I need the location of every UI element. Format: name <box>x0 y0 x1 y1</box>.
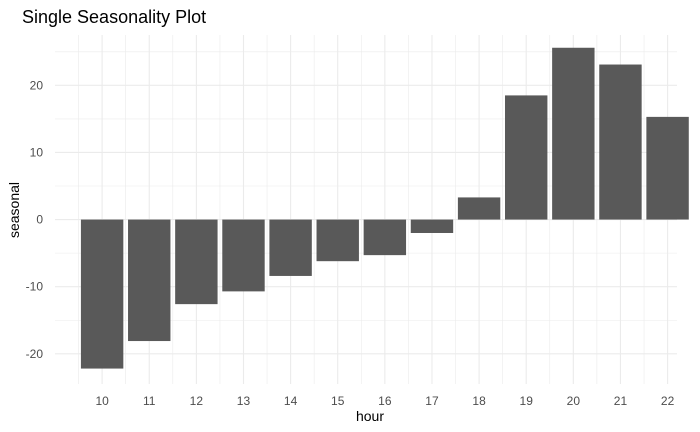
x-axis-ticks: 10 11 12 13 14 15 16 17 18 19 20 21 22 <box>95 394 674 408</box>
y-axis-label: seasonal <box>6 182 22 238</box>
bar-hour-17 <box>410 219 454 233</box>
y-tick-label: -10 <box>26 280 44 294</box>
bar-hour-21 <box>599 64 642 220</box>
x-tick-label: 19 <box>520 394 534 408</box>
y-tick-label: 0 <box>36 213 43 227</box>
bar-hour-18 <box>457 197 501 220</box>
bars <box>80 47 689 369</box>
bar-hour-10 <box>80 219 124 369</box>
x-tick-label: 15 <box>331 394 345 408</box>
x-tick-label: 11 <box>143 394 156 408</box>
x-tick-label: 13 <box>237 394 251 408</box>
y-tick-label: 10 <box>30 145 44 159</box>
bar-hour-19 <box>505 95 548 220</box>
x-tick-label: 22 <box>661 394 675 408</box>
y-tick-label: -20 <box>26 347 44 361</box>
bar-hour-16 <box>363 219 407 256</box>
x-axis-label: hour <box>356 408 384 424</box>
bar-hour-14 <box>269 219 312 276</box>
chart-title: Single Seasonality Plot <box>22 7 206 27</box>
x-tick-label: 12 <box>190 394 204 408</box>
y-tick-label: 20 <box>30 78 44 92</box>
x-tick-label: 21 <box>614 394 628 408</box>
x-tick-label: 17 <box>425 394 439 408</box>
bar-hour-12 <box>175 219 218 305</box>
bar-hour-13 <box>222 219 265 292</box>
bar-hour-11 <box>128 219 171 342</box>
x-tick-label: 20 <box>567 394 581 408</box>
y-axis-ticks: -20 -10 0 10 20 <box>26 78 44 360</box>
x-tick-label: 16 <box>378 394 392 408</box>
x-tick-label: 14 <box>284 394 298 408</box>
bar-hour-20 <box>552 47 595 220</box>
x-tick-label: 18 <box>472 394 486 408</box>
bar-hour-15 <box>316 219 359 262</box>
bar-hour-22 <box>646 116 689 220</box>
x-tick-label: 10 <box>95 394 109 408</box>
